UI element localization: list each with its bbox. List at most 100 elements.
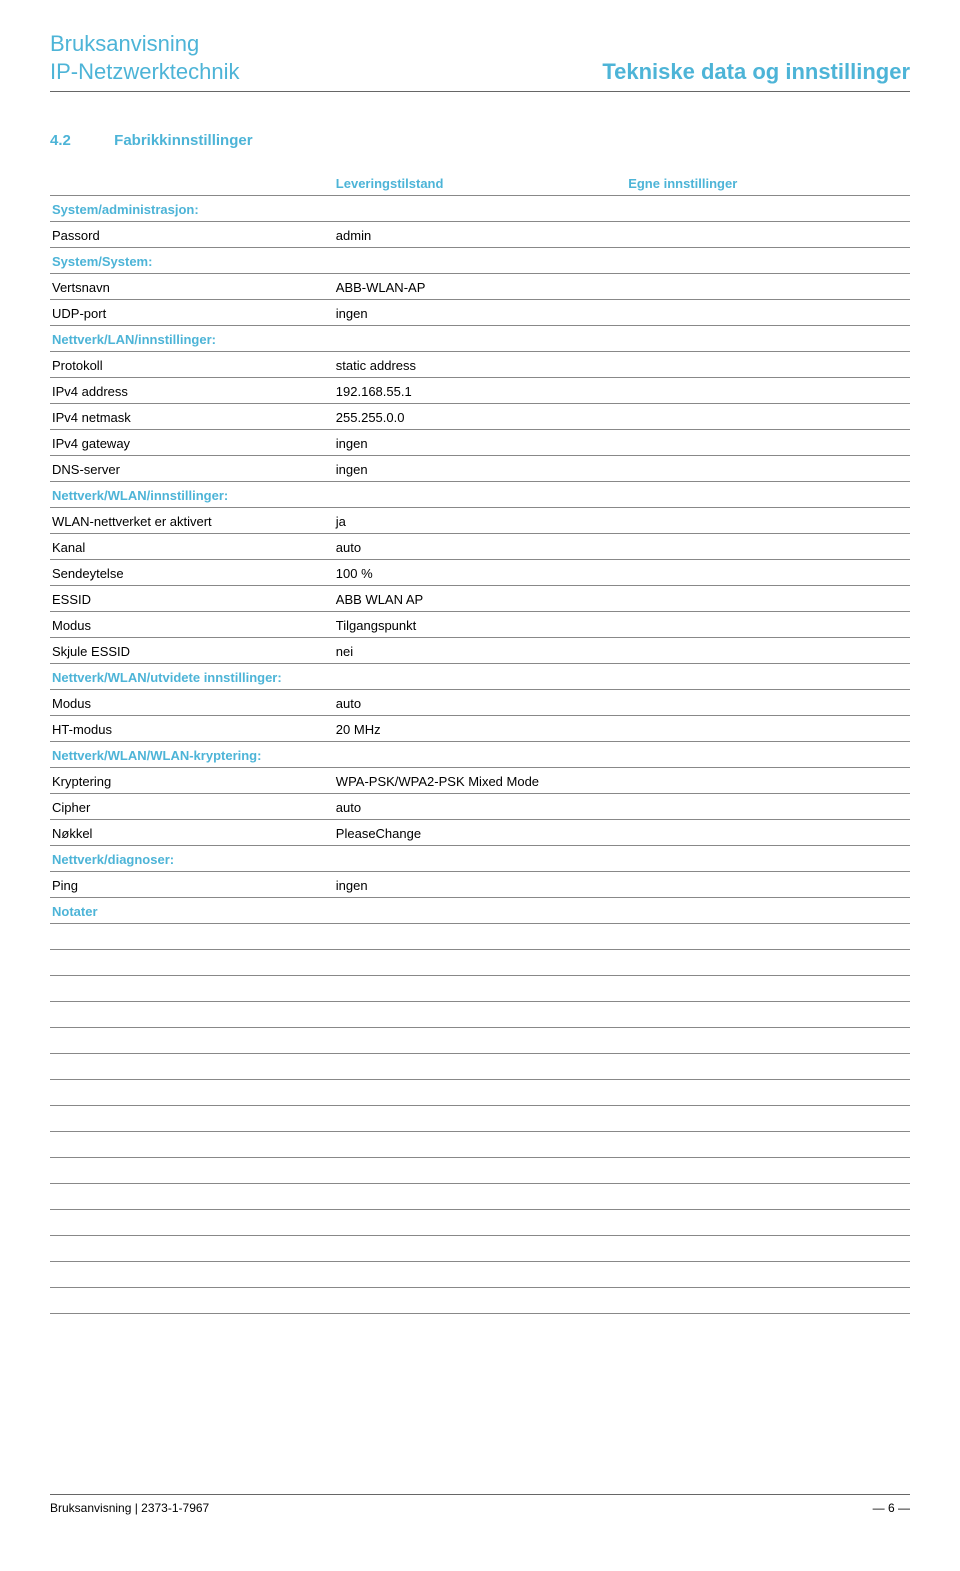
setting-label: Protokoll [50, 351, 334, 377]
table-row: Modusauto [50, 689, 910, 715]
footer-right: — 6 — [873, 1501, 910, 1515]
cell-empty [626, 1209, 910, 1235]
setting-label: Ping [50, 871, 334, 897]
setting-label: IPv4 netmask [50, 403, 334, 429]
table-row: Nettverk/WLAN/WLAN-kryptering: [50, 741, 910, 767]
table-row: HT-modus20 MHz [50, 715, 910, 741]
footer-left: Bruksanvisning | 2373-1-7967 [50, 1501, 209, 1515]
table-row: Nettverk/LAN/innstillinger: [50, 325, 910, 351]
setting-label: HT-modus [50, 715, 334, 741]
user-value-cell [626, 377, 910, 403]
header-right: Tekniske data og innstillinger [602, 59, 910, 85]
cell-empty [50, 1235, 334, 1261]
group-label: System/administrasjon: [50, 195, 334, 221]
table-header-row: Leveringstilstand Egne innstillinger [50, 169, 910, 195]
cell-empty [334, 1027, 626, 1053]
cell-empty [50, 1183, 334, 1209]
page-footer: Bruksanvisning | 2373-1-7967 — 6 — [50, 1494, 910, 1515]
cell-empty [626, 923, 910, 949]
setting-value: ABB-WLAN-AP [334, 273, 626, 299]
cell-empty [626, 481, 910, 507]
table-row [50, 1209, 910, 1235]
cell-empty [626, 845, 910, 871]
setting-value: auto [334, 793, 626, 819]
cell-empty [334, 1105, 626, 1131]
table-row: Protokollstatic address [50, 351, 910, 377]
cell-empty [626, 1079, 910, 1105]
table-row: IPv4 address192.168.55.1 [50, 377, 910, 403]
user-value-cell [626, 715, 910, 741]
table-row: ModusTilgangspunkt [50, 611, 910, 637]
cell-empty [334, 481, 626, 507]
cell-empty [626, 949, 910, 975]
setting-value: WPA-PSK/WPA2-PSK Mixed Mode [334, 767, 626, 793]
table-row [50, 1079, 910, 1105]
cell-empty [334, 1235, 626, 1261]
cell-empty [50, 1131, 334, 1157]
header-line2: IP-Netzwerktechnik [50, 58, 240, 86]
setting-value: auto [334, 689, 626, 715]
table-row: IPv4 netmask255.255.0.0 [50, 403, 910, 429]
section-number: 4.2 [50, 132, 110, 149]
table-row: WLAN-nettverket er aktivertja [50, 507, 910, 533]
cell-empty [626, 1105, 910, 1131]
cell-empty [334, 1287, 626, 1313]
table-row: IPv4 gatewayingen [50, 429, 910, 455]
setting-value: ABB WLAN AP [334, 585, 626, 611]
setting-value: ingen [334, 299, 626, 325]
table-row [50, 1105, 910, 1131]
table-row: System/administrasjon: [50, 195, 910, 221]
cell-empty [334, 949, 626, 975]
cell-empty [334, 1053, 626, 1079]
setting-label: Skjule ESSID [50, 637, 334, 663]
table-row [50, 1261, 910, 1287]
cell-empty [626, 1001, 910, 1027]
table-row [50, 949, 910, 975]
group-label: Nettverk/LAN/innstillinger: [50, 325, 334, 351]
user-value-cell [626, 559, 910, 585]
table-row [50, 1183, 910, 1209]
cell-empty [50, 923, 334, 949]
cell-empty [334, 923, 626, 949]
cell-empty [334, 195, 626, 221]
setting-value: 100 % [334, 559, 626, 585]
table-row: VertsnavnABB-WLAN-AP [50, 273, 910, 299]
user-value-cell [626, 221, 910, 247]
cell-empty [334, 325, 626, 351]
setting-label: WLAN-nettverket er aktivert [50, 507, 334, 533]
cell-empty [334, 1001, 626, 1027]
table-row [50, 1287, 910, 1313]
cell-empty [334, 1183, 626, 1209]
cell-empty [626, 1027, 910, 1053]
cell-empty [334, 1157, 626, 1183]
col1-header [50, 169, 334, 195]
cell-empty [50, 1157, 334, 1183]
table-row [50, 975, 910, 1001]
table-row [50, 1157, 910, 1183]
user-value-cell [626, 403, 910, 429]
col3-header: Egne innstillinger [626, 169, 910, 195]
table-row [50, 1131, 910, 1157]
cell-empty [334, 1209, 626, 1235]
user-value-cell [626, 637, 910, 663]
table-row: Passordadmin [50, 221, 910, 247]
table-row: NøkkelPleaseChange [50, 819, 910, 845]
user-value-cell [626, 767, 910, 793]
user-value-cell [626, 871, 910, 897]
cell-empty [626, 975, 910, 1001]
setting-label: Nøkkel [50, 819, 334, 845]
table-row: Nettverk/WLAN/utvidete innstillinger: [50, 663, 910, 689]
cell-empty [626, 1053, 910, 1079]
cell-empty [334, 1261, 626, 1287]
cell-empty [50, 1027, 334, 1053]
section-title: 4.2 Fabrikkinnstillinger [50, 132, 910, 149]
cell-empty [626, 1157, 910, 1183]
user-value-cell [626, 299, 910, 325]
cell-empty [626, 325, 910, 351]
settings-table: Leveringstilstand Egne innstillinger Sys… [50, 169, 910, 1314]
setting-value: Tilgangspunkt [334, 611, 626, 637]
cell-empty [626, 897, 910, 923]
group-label: Nettverk/WLAN/utvidete innstillinger: [50, 663, 334, 689]
cell-empty [626, 1287, 910, 1313]
table-row [50, 1053, 910, 1079]
